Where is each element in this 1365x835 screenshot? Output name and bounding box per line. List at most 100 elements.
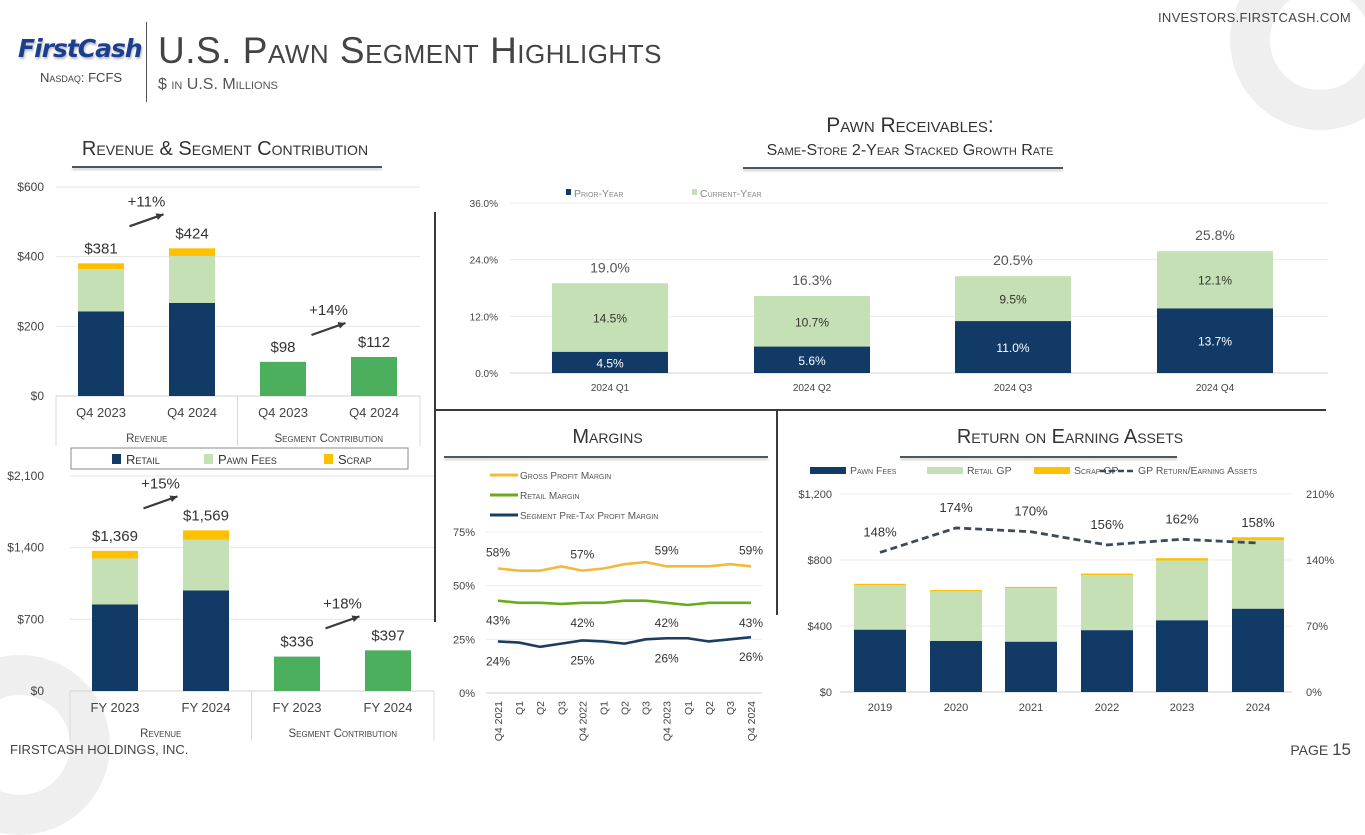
x-category-label: Q4 2023 [258, 405, 308, 420]
bar-total-label: $1,369 [92, 528, 138, 545]
bar-value-label: 4.5% [596, 356, 624, 370]
bar-scrap-gp [930, 590, 982, 592]
legend-label: Retail GP [967, 465, 1012, 477]
bar-scrap [183, 530, 229, 540]
page-subtitle: $ in U.S. Millions [158, 76, 278, 93]
margins-section-title: Margins [572, 426, 643, 448]
header-divider [146, 22, 147, 102]
x-category-label: 2019 [868, 702, 892, 714]
page-title: U.S. Pawn Segment Highlights [158, 30, 662, 71]
ticker-symbol: Nasdaq: FCFS [40, 70, 123, 85]
bar-value-label: 10.7% [795, 315, 829, 329]
x-tick-label: Q2 [620, 701, 632, 715]
y-tick-label: $0 [31, 389, 45, 403]
annual-revenue-chart: $0 $700 $1,400 $2,100 $1,369 FY 2023 $1,569 FY … [7, 469, 435, 741]
bar-current-year [552, 283, 668, 352]
bar-value-label: 5.6% [798, 354, 826, 368]
bar-retail [183, 590, 229, 691]
growth-arrow-head [337, 322, 346, 329]
bar-retail [78, 311, 124, 396]
bar-scrap-gp [1232, 537, 1284, 541]
bar-prior-year [1157, 308, 1273, 373]
bar-total-label: 19.0% [590, 259, 630, 275]
panel-divider-vertical-left [434, 212, 436, 622]
roea-section-title: Return on Earning Assets [956, 426, 1184, 448]
legend-label: Pawn Fees [850, 465, 897, 477]
legend-swatch [927, 467, 963, 474]
panel-divider-horizontal [436, 409, 1326, 411]
y-tick-label: $700 [17, 612, 44, 626]
page-label: PAGE [1290, 742, 1329, 758]
panel-divider-vertical-mid [776, 409, 778, 615]
bar-prior-year [754, 346, 870, 373]
pawn-receivables-chart: 0.0% 12.0% 24.0% 36.0% Prior-Year Current-Yea… [470, 188, 1328, 394]
revenue-title-underline [72, 166, 382, 168]
x-tick-label: Q4 2022 [577, 701, 589, 741]
bar-pawn-fees [1156, 620, 1208, 692]
bar-pawn-fees [1081, 630, 1133, 692]
legend-swatch-prior-year [566, 189, 571, 195]
legend-swatch [204, 454, 213, 464]
data-label: 42% [655, 616, 679, 630]
bar-pawn-fees [169, 255, 215, 303]
y-tick-label: $0 [820, 687, 832, 699]
receivables-section-subtitle: Same-Store 2-Year Stacked Growth Rate [766, 142, 1054, 159]
y-tick-label: $200 [17, 319, 44, 333]
bar-segment-contribution [274, 656, 320, 691]
x-category-label: Q4 2023 [76, 405, 126, 420]
y-tick-label: 24.0% [470, 256, 498, 267]
bar-retail-gp [854, 585, 906, 630]
bar-segment-contribution [260, 361, 306, 396]
group-label: Revenue [140, 728, 181, 740]
legend-label: Retail [126, 452, 160, 467]
group-label: Segment Contribution [274, 433, 383, 445]
legend-box [70, 447, 409, 470]
legend-label: GP Return/Earning Assets [1138, 465, 1257, 477]
bar-retail-gp [1081, 575, 1133, 631]
growth-label: +18% [323, 595, 362, 612]
bar-pawn-fees [183, 539, 229, 591]
legend-swatch [324, 454, 333, 464]
legend-swatch [1034, 467, 1070, 474]
y-tick-label: $1,400 [7, 541, 44, 555]
bar-prior-year [955, 321, 1071, 373]
bar-value-label: 13.7% [1198, 335, 1232, 349]
bar-pawn-fees [92, 558, 138, 605]
data-label: 43% [739, 616, 763, 630]
group-label: Segment Contribution [288, 728, 397, 740]
bar-pawn-fees [78, 269, 124, 312]
x-category-label: Q4 2024 [167, 405, 217, 420]
y-tick-label: 12.0% [470, 312, 498, 323]
receivables-title-underline [743, 167, 1063, 169]
bar-current-year [955, 276, 1071, 322]
legend-label: Retail Margin [520, 491, 579, 502]
growth-arrow-head [351, 615, 360, 623]
revenue-section-title: Revenue & Segment Contribution [81, 138, 369, 160]
y-tick-label: $2,100 [7, 469, 44, 483]
data-label: 174% [939, 500, 973, 515]
x-category-label: 2024 Q3 [994, 383, 1033, 394]
bar-retail-gp [1005, 588, 1057, 642]
investor-url[interactable]: INVESTORS.FIRSTCASH.COM [1157, 10, 1351, 25]
bar-scrap [92, 550, 138, 559]
bar-scrap-gp [1005, 586, 1057, 589]
y2-tick-label: 70% [1306, 621, 1328, 633]
bar-total-label: $112 [358, 334, 390, 351]
bar-total-label: $336 [280, 634, 313, 651]
y-tick-label: $800 [808, 555, 832, 567]
margins-chart: 0% 25% 50% 75% Gross Profit Margin Retail Mar… [453, 471, 763, 741]
data-label: 26% [655, 651, 679, 665]
y-tick-label: 0% [459, 688, 475, 700]
line-gross-profit-margin [497, 560, 752, 572]
growth-label: +11% [128, 193, 166, 210]
bar-total-label: $381 [84, 240, 117, 257]
bar-scrap [78, 263, 124, 270]
legend-label: Current-Year [700, 188, 762, 200]
bar-total-label: 20.5% [993, 252, 1033, 268]
bar-pawn-fees [930, 640, 982, 692]
bar-pawn-fees [1005, 641, 1057, 692]
x-tick-label: Q1 [514, 701, 526, 715]
bar-current-year [754, 296, 870, 347]
legend-label: Scrap [338, 452, 372, 467]
data-label: 43% [486, 614, 510, 628]
